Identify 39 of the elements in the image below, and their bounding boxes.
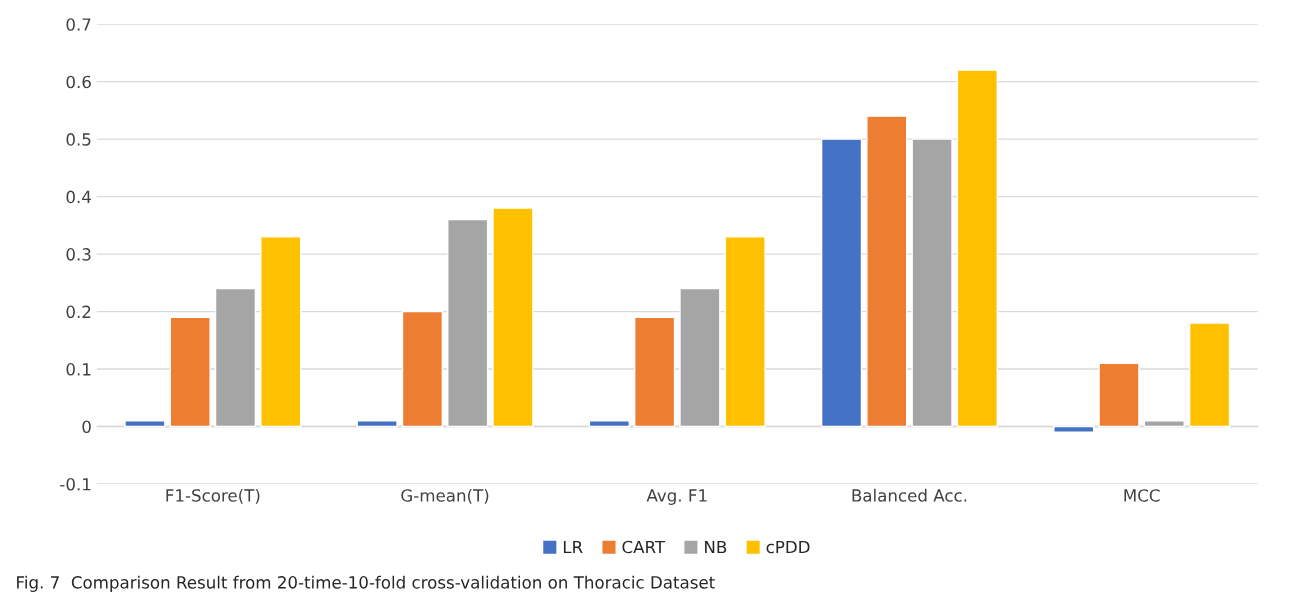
legend-label: NB [705,540,727,554]
x-tick-label: G-mean(T) [401,488,489,504]
bar [401,310,444,428]
y-tick-label: 0.1 [66,363,91,376]
bar [1053,425,1095,433]
x-tick-label: MCC [1124,489,1160,502]
y-tick-label: 0.4 [66,190,91,204]
bar [820,138,863,428]
y-tick-label: 0.5 [66,133,91,146]
bar [1188,322,1231,428]
legend-label: cPDD [766,540,810,554]
legend-label: LR [563,540,583,554]
y-tick-label: 0.6 [66,75,91,89]
legend-label: CART [622,540,666,554]
bar [447,218,489,428]
x-tick-label: Balanced Acc. [852,488,967,502]
bar [724,236,766,428]
bar [214,287,257,428]
y-tick-label: 0.2 [66,305,91,319]
bar [1143,420,1185,428]
bar [911,138,953,428]
x-tick-label: Avg. F1 [646,489,707,505]
y-tick-label: -0.1 [60,477,91,491]
x-tick-label: F1-Score(T) [166,488,260,504]
bar [260,236,302,428]
y-tick-label: 0.3 [66,248,91,261]
bar [169,316,211,428]
bar [866,115,908,428]
bar [124,420,166,428]
bar [679,287,721,428]
bar [588,420,630,428]
y-tick-label: 0 [82,420,91,434]
bar [492,207,534,428]
bar [356,420,398,428]
bar [633,316,676,428]
caption: Fig. 7 Comparison Result from 20-time-10-fold cross-validation on Thoracic Dataset [17,575,715,592]
y-tick-label: 0.7 [66,18,91,31]
bar [1098,362,1140,428]
bar [956,69,998,428]
